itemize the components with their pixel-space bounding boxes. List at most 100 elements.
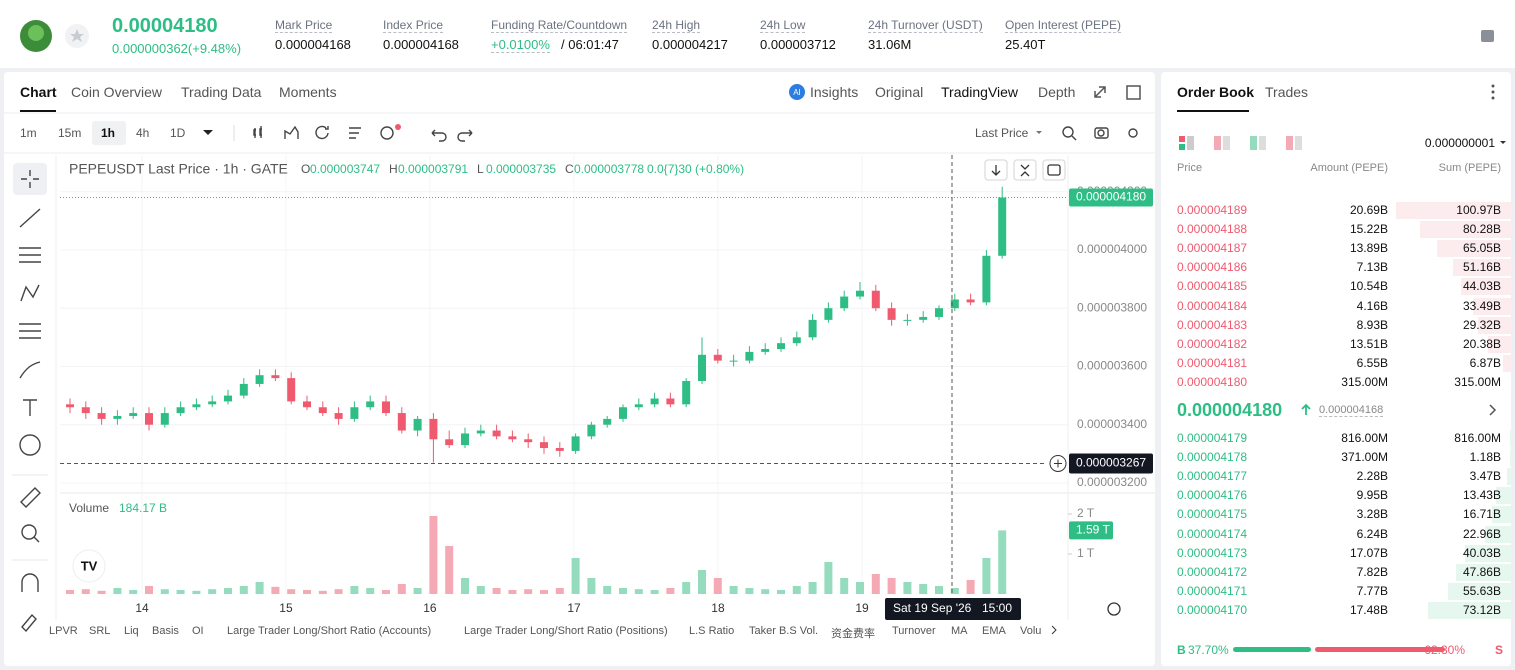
chart-tab[interactable]: Chart <box>20 84 57 100</box>
dropdown-caret[interactable] <box>203 130 213 135</box>
ob-sum: 315.00M <box>1454 374 1501 389</box>
chart-tab[interactable]: Coin Overview <box>71 84 163 100</box>
ob-price[interactable]: 0.000004187 <box>1177 241 1248 256</box>
ob-price[interactable]: 0.000004180 <box>1177 374 1248 389</box>
ob-price[interactable]: 0.000004184 <box>1177 298 1248 313</box>
header-icon[interactable] <box>1481 30 1494 42</box>
indicator[interactable]: OI <box>192 625 204 637</box>
ob-price[interactable]: 0.000004173 <box>1177 545 1248 560</box>
stat-label[interactable]: Index Price <box>383 18 444 33</box>
candle-body <box>303 401 311 408</box>
ob-sum: 47.86B <box>1462 564 1501 579</box>
pane-buttons[interactable] <box>984 159 1066 181</box>
ob-layout-icons[interactable] <box>1179 136 1302 150</box>
ob-price[interactable]: 0.000004183 <box>1177 317 1248 332</box>
sell-bar <box>1314 647 1445 652</box>
ob-sum: 73.12B <box>1462 602 1501 617</box>
ob-tab[interactable]: Order Book <box>1177 84 1255 100</box>
indicator[interactable]: L.S Ratio <box>689 625 735 637</box>
stat-label[interactable]: 24h High <box>652 18 701 33</box>
depth-bar <box>1491 506 1511 524</box>
ob-price[interactable]: 0.000004171 <box>1177 583 1248 598</box>
ob-price[interactable]: 0.000004179 <box>1177 431 1248 445</box>
ob-price[interactable]: 0.000004170 <box>1177 602 1248 617</box>
candle-body <box>935 308 943 317</box>
ob-price[interactable]: 0.000004175 <box>1177 507 1248 522</box>
ob-price[interactable]: 0.000004189 <box>1177 203 1248 217</box>
volume-bar <box>713 578 722 594</box>
indicator[interactable]: Turnover <box>892 625 936 637</box>
volume-bar <box>603 586 612 594</box>
fullscreen-icon[interactable] <box>1094 86 1106 98</box>
ob-tab[interactable]: Trades <box>1265 84 1309 100</box>
ob-price[interactable]: 0.000004178 <box>1177 450 1248 465</box>
view-tab[interactable]: Original <box>875 84 924 100</box>
ob-price[interactable]: 0.000004182 <box>1177 336 1248 351</box>
candle-body <box>998 197 1007 256</box>
candle-body <box>287 378 296 402</box>
stat-label[interactable]: Mark Price <box>275 18 333 33</box>
indicator[interactable]: Volu <box>1020 625 1042 637</box>
candle-body <box>445 439 454 446</box>
interval[interactable]: 1D <box>170 126 186 140</box>
ob-price[interactable]: 0.000004172 <box>1177 564 1248 579</box>
stat-label[interactable]: 24h Low <box>760 18 806 33</box>
more-icon[interactable] <box>1491 84 1495 100</box>
indicator[interactable]: Basis <box>152 625 179 637</box>
ob-sum: 6.87B <box>1469 355 1501 370</box>
stat-label[interactable]: Open Interest (PEPE) <box>1005 18 1122 33</box>
ob-price[interactable]: 0.000004174 <box>1177 526 1248 541</box>
scroll-right[interactable] <box>1051 625 1057 635</box>
chart-tab[interactable]: Trading Data <box>181 84 262 100</box>
chart-tab[interactable]: Moments <box>279 84 337 100</box>
dropdown-caret[interactable] <box>1500 141 1506 144</box>
indicator[interactable]: SRL <box>89 625 111 637</box>
ob-precision[interactable]: 0.000000001 <box>1424 136 1495 150</box>
stat-label[interactable]: 24h Turnover (USDT) <box>868 18 983 33</box>
toolbar-icons[interactable] <box>253 125 1138 142</box>
indicator[interactable]: Taker B.S Vol. <box>749 625 819 637</box>
stat-label[interactable]: Funding Rate/Countdown <box>491 18 628 33</box>
ob-amount: 7.82B <box>1356 564 1388 579</box>
view-tab[interactable]: Insights <box>810 84 859 100</box>
header-bar <box>0 0 1515 68</box>
indicator[interactable]: Liq <box>124 625 139 637</box>
dropdown-caret[interactable] <box>1036 131 1042 134</box>
interval[interactable]: 1m <box>20 126 37 140</box>
indicator[interactable]: MA <box>951 625 968 637</box>
indicator[interactable]: LPVR <box>49 625 78 637</box>
interval[interactable]: 4h <box>136 126 150 140</box>
price-change: 0.000000362(+9.48%) <box>112 41 242 56</box>
indicator[interactable]: 资金费率 <box>831 628 875 640</box>
indicator[interactable]: EMA <box>982 625 1006 637</box>
ob-amount: 2.28B <box>1356 469 1388 484</box>
ob-sum: 22.96B <box>1462 526 1501 541</box>
window-icon[interactable] <box>1126 85 1141 100</box>
ob-price[interactable]: 0.000004181 <box>1177 355 1248 370</box>
depth-bar <box>1477 316 1511 334</box>
volume-bar <box>966 580 975 594</box>
view-tab[interactable]: Depth <box>1038 84 1076 100</box>
interval[interactable]: 1h <box>101 126 116 140</box>
interval[interactable]: 15m <box>58 126 82 140</box>
view-tab[interactable]: TradingView <box>941 84 1019 100</box>
ob-amount: 13.51B <box>1349 336 1388 351</box>
volume-bar <box>66 590 74 594</box>
settings-icon[interactable] <box>1107 602 1121 616</box>
volume-bar <box>650 590 659 594</box>
indicator[interactable]: Large Trader Long/Short Ratio (Positions… <box>464 625 668 637</box>
candle-body <box>729 360 738 362</box>
ob-price[interactable]: 0.000004177 <box>1177 469 1248 484</box>
candle-body <box>176 407 185 414</box>
drawing-tools[interactable] <box>19 170 41 633</box>
ob-price[interactable]: 0.000004188 <box>1177 222 1248 237</box>
ob-price[interactable]: 0.000004186 <box>1177 260 1248 275</box>
indicator[interactable]: Large Trader Long/Short Ratio (Accounts) <box>227 625 432 637</box>
ob-price[interactable]: 0.000004185 <box>1177 279 1248 294</box>
price-type[interactable]: Last Price <box>975 126 1029 140</box>
ob-price[interactable]: 0.000004176 <box>1177 488 1248 503</box>
candle-body <box>871 290 880 309</box>
crosshair-time-tag <box>885 598 1021 620</box>
mid-arrow[interactable] <box>1489 404 1497 416</box>
candle-body <box>461 433 469 446</box>
